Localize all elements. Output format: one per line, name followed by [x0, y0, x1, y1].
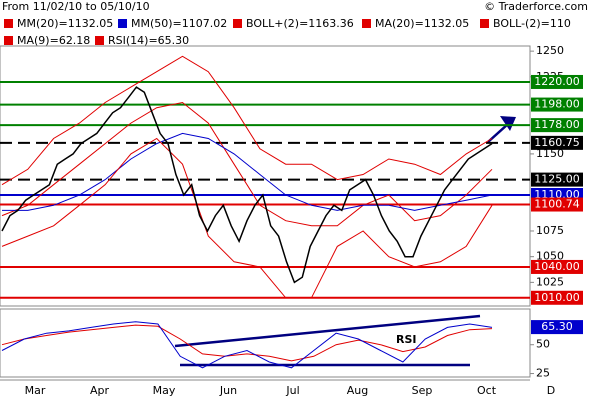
- legend-swatch: [4, 19, 13, 28]
- x-tick-label: May: [153, 384, 176, 397]
- level-label-box: [531, 118, 583, 133]
- level-label-box: [531, 197, 583, 212]
- x-tick-label: Apr: [90, 384, 110, 397]
- last-value-box: [531, 320, 583, 335]
- legend-swatch: [233, 19, 242, 28]
- y-tick-label: 1050: [536, 250, 564, 263]
- level-label: 1198.00: [534, 98, 580, 111]
- series-line: [1, 101, 493, 227]
- x-tick-label: Mar: [25, 384, 46, 397]
- x-tick-label: D: [547, 384, 555, 397]
- source: © Traderforce.com: [484, 0, 588, 13]
- level-label-box: [531, 74, 583, 89]
- y-tick-label: 1075: [536, 224, 564, 237]
- price-panel: [0, 45, 531, 307]
- rsi-panel: [0, 308, 531, 378]
- y-tick-label: 1250: [536, 44, 564, 57]
- level-label-box: [531, 259, 583, 274]
- y-tick-label: 25: [536, 367, 550, 380]
- date-range: From 11/02/10 to 05/10/10: [2, 0, 150, 13]
- series-line: [1, 137, 493, 299]
- level-label-box: [531, 135, 583, 150]
- legend-label: MA(9)=62.18: [17, 34, 90, 47]
- level-label: 1160.75: [534, 136, 580, 149]
- y-tick-label: 50: [536, 338, 550, 351]
- legend-label: BOLL-(2)=110: [493, 17, 571, 30]
- level-label: 1220.00: [534, 75, 580, 88]
- level-label: 1178.00: [534, 118, 580, 131]
- level-label: 1010.00: [534, 291, 580, 304]
- level-label-box: [531, 290, 583, 305]
- legend-swatch: [118, 19, 127, 28]
- rsi-trend-upper: [174, 314, 481, 348]
- legend-swatch: [95, 36, 104, 45]
- legend-label: BOLL+(2)=1163.36: [246, 17, 354, 30]
- y-tick-label: 1025: [536, 275, 564, 288]
- legend-swatch: [4, 36, 13, 45]
- x-tick-label: Oct: [477, 384, 497, 397]
- level-label-box: [531, 97, 583, 112]
- legend-label: MA(20)=1132.05: [375, 17, 469, 30]
- legend-swatch: [480, 19, 489, 28]
- series-line: [1, 324, 493, 362]
- series-line: [1, 86, 493, 284]
- series-line: [2, 132, 493, 211]
- series-line: [1, 321, 493, 369]
- trend-arrow-head: [500, 116, 516, 131]
- last-value-label: 65.30: [541, 320, 573, 333]
- legend-label: MM(20)=1132.05: [17, 17, 113, 30]
- y-tick-label: 1150: [536, 147, 564, 160]
- level-label: 1125.00: [534, 173, 580, 186]
- x-tick-label: Jun: [219, 384, 237, 397]
- legend-swatch: [362, 19, 371, 28]
- x-tick-label: Sep: [412, 384, 433, 397]
- level-label: 1100.74: [534, 198, 580, 211]
- rsi-annotation: RSI: [396, 333, 417, 346]
- x-tick-label: Aug: [347, 384, 368, 397]
- x-tick-label: Jul: [285, 384, 299, 397]
- series-line: [1, 55, 493, 186]
- legend-label: MM(50)=1107.02: [131, 17, 227, 30]
- level-label-box: [531, 172, 583, 187]
- level-label: 1040.00: [534, 260, 580, 273]
- legend-label: RSI(14)=65.30: [108, 34, 189, 47]
